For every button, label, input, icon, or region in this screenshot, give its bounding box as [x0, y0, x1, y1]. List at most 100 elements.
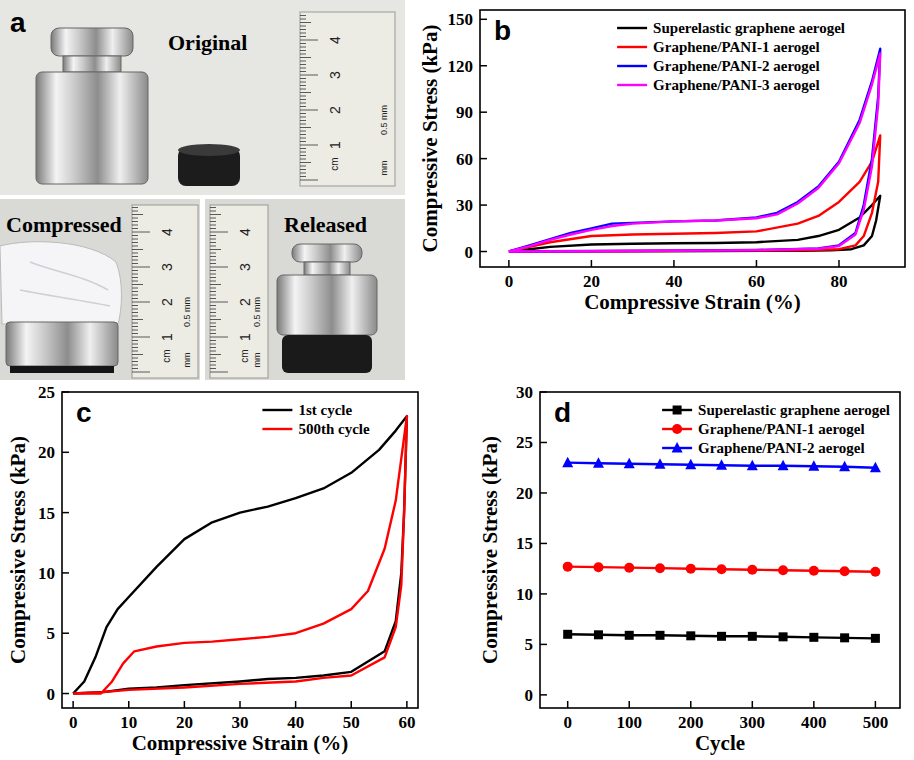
- y-tick-label: 0: [525, 686, 534, 705]
- ruler-body: [300, 12, 395, 186]
- x-tick-label: 0: [69, 713, 78, 732]
- ruler-tick: [210, 239, 216, 240]
- ruler-tick: [132, 295, 138, 296]
- ruler-tick: [300, 82, 306, 83]
- ruler-tick: [300, 50, 306, 51]
- photo-background: [0, 0, 405, 195]
- x-tick-label: 60: [398, 713, 415, 732]
- panel-letter: a: [10, 7, 26, 38]
- ruler-tick: [210, 256, 216, 257]
- ruler-tick: [132, 274, 138, 275]
- figure: 1234cm0.5 mmmmOriginala1234cm0.5 mmmmCom…: [0, 0, 914, 760]
- plot-frame: [62, 392, 418, 708]
- ruler-minor-unit: mm: [379, 161, 389, 176]
- ruler-tick: [210, 347, 216, 348]
- data-area: [73, 416, 407, 693]
- ruler-unit: cm: [239, 349, 250, 362]
- ruler-tick: [210, 225, 216, 226]
- ruler-minor-unit: mm: [182, 353, 192, 368]
- marker-circle: [747, 565, 757, 575]
- x-tick-label: 80: [830, 272, 847, 291]
- ruler-tick: [132, 361, 138, 362]
- ruler-tick: [132, 312, 138, 313]
- ruler-tick: [210, 270, 216, 271]
- ruler-tick: [210, 253, 216, 254]
- ruler-tick: [210, 354, 221, 355]
- ruler-tick: [132, 344, 138, 345]
- ruler-tick: [132, 305, 138, 306]
- y-tick: [540, 442, 547, 444]
- ruler-tick: [132, 207, 138, 208]
- y-tick-label: 25: [516, 433, 533, 452]
- ruler-tick: [210, 235, 216, 236]
- ruler-tick: [300, 120, 306, 121]
- marker-triangle: [839, 461, 850, 472]
- ruler-tick: [132, 291, 138, 292]
- marker-triangle: [593, 457, 604, 468]
- ruler-tick: [300, 180, 318, 181]
- ruler-number: 2: [159, 298, 175, 306]
- x-tick-label: 50: [343, 713, 360, 732]
- ruler-tick: [210, 316, 216, 317]
- legend-line: [617, 84, 647, 86]
- x-axis-title: Cycle: [695, 731, 745, 755]
- legend-line: [617, 46, 647, 48]
- y-tick-label: 25: [38, 383, 55, 402]
- ruler-tick: [132, 354, 143, 355]
- ruler-tick: [132, 239, 138, 240]
- x-tick-label: 20: [176, 713, 193, 732]
- ruler-tick: [300, 110, 318, 111]
- ruler-tick: [300, 159, 306, 160]
- x-tick: [351, 701, 353, 708]
- x-tick-label: 0: [505, 272, 514, 291]
- ruler-tick: [300, 162, 311, 163]
- legend-line: [262, 409, 292, 411]
- weight-neck: [304, 262, 350, 275]
- y-tick: [62, 572, 69, 574]
- x-tick: [752, 701, 754, 708]
- marker-circle: [840, 566, 850, 576]
- ruler-tick: [300, 36, 306, 37]
- ruler-tick: [132, 323, 138, 324]
- ruler-tick: [132, 302, 150, 303]
- marker-circle: [686, 564, 696, 574]
- photo-panel: 1234cm0.5 mmmmOriginala1234cm0.5 mmmmCom…: [0, 0, 405, 380]
- ruler-tick: [210, 361, 216, 362]
- y-tick-label: 10: [38, 564, 55, 583]
- marker-square: [656, 631, 665, 640]
- ruler-tick: [300, 169, 306, 170]
- ruler-note: 0.5 mm: [182, 297, 192, 327]
- ruler-tick: [300, 141, 306, 142]
- ruler-tick: [300, 117, 306, 118]
- ruler-tick: [210, 281, 216, 282]
- marker-triangle: [562, 457, 573, 468]
- chart-panel: 0204060800306090120150Compressive Strain…: [418, 10, 905, 314]
- ruler-tick: [210, 358, 216, 359]
- ruler-tick: [300, 166, 306, 167]
- chart-panel: 01020304050600510152025Compressive Strai…: [6, 383, 418, 755]
- x-tick-label: 60: [748, 272, 765, 291]
- ruler-tick: [132, 270, 138, 271]
- ruler-minor-unit: mm: [252, 353, 262, 368]
- weight-knob: [292, 244, 362, 262]
- y-tick: [480, 65, 487, 67]
- ruler-tick: [300, 15, 306, 16]
- ruler-tick: [210, 218, 216, 219]
- ruler-unit: cm: [329, 157, 340, 170]
- y-tick-label: 150: [448, 10, 474, 29]
- x-tick-label: 0: [563, 713, 572, 732]
- y-tick-label: 15: [38, 504, 55, 523]
- ruler-tick: [300, 155, 306, 156]
- x-tick-label: 400: [801, 713, 827, 732]
- ruler-tick: [300, 43, 306, 44]
- ruler-tick: [132, 253, 138, 254]
- photo-background: [205, 199, 405, 380]
- x-tick-label: 200: [678, 713, 704, 732]
- y-tick-label: 0: [465, 243, 474, 262]
- legend-label: Superelastic graphene aerogel: [653, 20, 845, 36]
- ruler-tick: [300, 71, 306, 72]
- plot-frame: [480, 10, 905, 267]
- legend: Superelastic graphene aerogelGraphene/PA…: [617, 20, 845, 93]
- x-tick-label: 100: [616, 713, 642, 732]
- legend-label: 500th cycle: [298, 421, 370, 437]
